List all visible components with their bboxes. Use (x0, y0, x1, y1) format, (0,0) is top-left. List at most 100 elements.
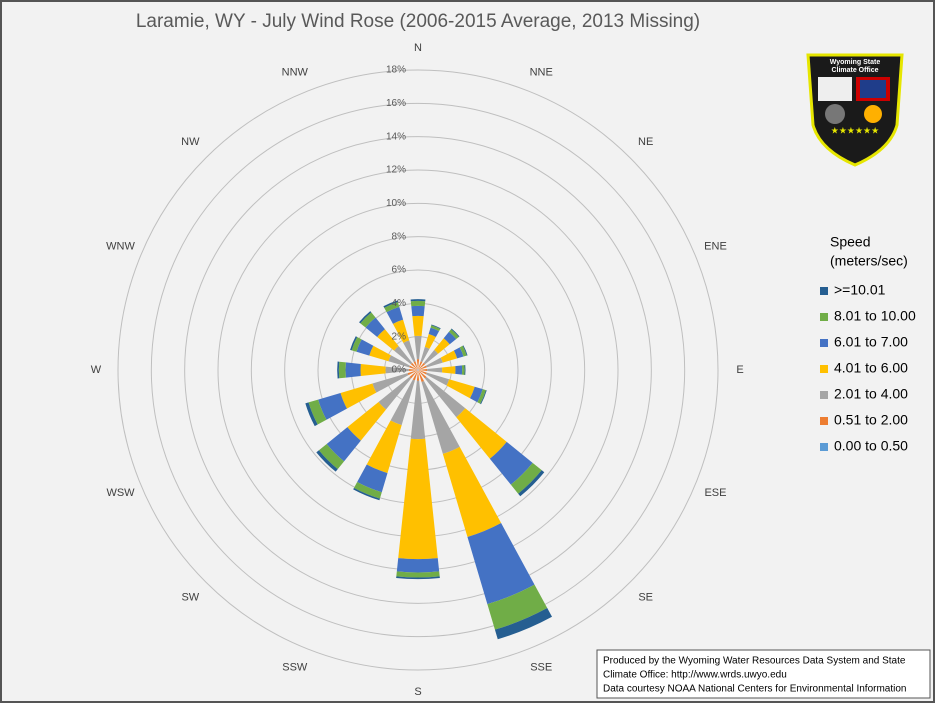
wedge-segment (418, 370, 424, 382)
wedge-segment (388, 355, 410, 368)
direction-label: E (736, 364, 743, 376)
legend-title: (meters/sec) (830, 253, 908, 269)
credit-line: Data courtesy NOAA National Centers for … (603, 684, 906, 695)
r-tick-label: 18% (386, 65, 406, 76)
wedge-segment (451, 328, 460, 337)
legend-swatch (820, 287, 828, 295)
wedge-segment (377, 329, 399, 351)
wedge-segment (318, 443, 345, 470)
wedge-segment (357, 464, 388, 493)
legend-swatch (820, 417, 828, 425)
legend-label: >=10.01 (834, 282, 886, 298)
wedge-segment (487, 584, 548, 630)
wedge-segment (408, 369, 418, 371)
wedge-segment (442, 366, 456, 374)
wedge-segment (424, 376, 466, 418)
wedge-segment (423, 349, 439, 365)
wedge-segment (431, 324, 441, 329)
wedge-segment (305, 402, 318, 427)
wedge-segment (418, 370, 427, 379)
direction-label: W (91, 364, 102, 376)
wedge-segment (372, 373, 409, 393)
wedge-segment (340, 383, 377, 409)
wedge-segment (410, 300, 426, 307)
r-tick-label: 0% (392, 365, 407, 376)
wedge-segment (360, 363, 386, 377)
wedge-segment (469, 386, 483, 403)
wedge-segment (434, 338, 450, 354)
grid-circle (150, 102, 686, 638)
wedge-segment (403, 340, 416, 362)
wedge-segment (350, 336, 358, 351)
r-tick-label: 12% (386, 165, 406, 176)
wedge-segment (416, 370, 420, 381)
wedge-segment (409, 365, 418, 370)
wedge-segment (418, 361, 423, 370)
direction-label: SSW (282, 661, 308, 673)
wedge-segment (453, 347, 464, 359)
wedge-segment (420, 346, 430, 362)
r-tick-label: 16% (386, 98, 406, 109)
wedge-segment (365, 317, 385, 337)
wedge-segment (418, 370, 419, 371)
wedge-segment (353, 482, 382, 499)
wedge-segment (421, 380, 460, 454)
wedge-segment (417, 370, 418, 371)
svg-text:★★★★★★: ★★★★★★ (831, 125, 879, 135)
wedge-segment (418, 369, 419, 370)
direction-label: SE (638, 592, 653, 604)
direction-label: NNW (282, 66, 309, 78)
wedge-segment (464, 365, 466, 375)
r-tick-label: 8% (392, 231, 407, 242)
grid-circle (117, 69, 719, 671)
wedge-segment (359, 311, 372, 324)
wedge-segment (413, 361, 418, 370)
wedge-segment (308, 399, 327, 425)
wedge-segment (369, 345, 391, 362)
direction-label: ESE (704, 487, 726, 499)
wedge-segment (338, 361, 346, 379)
legend-swatch (820, 365, 828, 373)
wedge-segment (384, 302, 400, 313)
legend-title: Speed (830, 234, 870, 250)
wedge-segment (418, 369, 428, 371)
r-tick-label: 6% (392, 265, 407, 276)
wedge-segment (455, 365, 463, 375)
wedge-segment (418, 365, 427, 370)
wedge-segment (428, 327, 440, 338)
wedge-segment (316, 450, 338, 472)
wedge-segment (446, 379, 475, 399)
wedge-segment (407, 370, 418, 376)
wedge-segment (390, 379, 415, 426)
wedge-segment (459, 345, 467, 357)
credit-line: Climate Office: http://www.wrds.uwyo.edu (603, 670, 787, 681)
direction-label: ENE (704, 241, 727, 253)
wedge-segment (456, 408, 507, 459)
wedge-segment (356, 339, 374, 356)
wedge-segment (480, 390, 487, 405)
wedge-segment (426, 372, 450, 386)
legend-label: 0.51 to 2.00 (834, 412, 908, 428)
legend-label: 6.01 to 7.00 (834, 334, 908, 350)
wedge-segment (409, 370, 418, 379)
wedge-segment (417, 369, 418, 370)
wedge-segment (347, 401, 387, 441)
wedge-segment (510, 462, 542, 494)
wedge-segment (442, 446, 502, 537)
r-tick-label: 2% (392, 331, 407, 342)
r-tick-label: 4% (392, 298, 407, 309)
logo-text: Climate Office (831, 67, 878, 74)
wedge-segment (467, 523, 535, 605)
wedge-segment (489, 441, 533, 485)
wedge-segment (351, 336, 362, 352)
wedge-segment (461, 365, 465, 375)
wedge-segment (353, 487, 380, 501)
wedge-segment (378, 376, 412, 410)
wedge-segment (440, 350, 458, 363)
wedge-segment (412, 315, 424, 337)
legend-label: 0.00 to 0.50 (834, 438, 908, 454)
grid-circle (184, 136, 652, 604)
wedge-segment (494, 608, 553, 640)
wedge-segment (412, 370, 418, 381)
wedge-segment (383, 300, 398, 308)
